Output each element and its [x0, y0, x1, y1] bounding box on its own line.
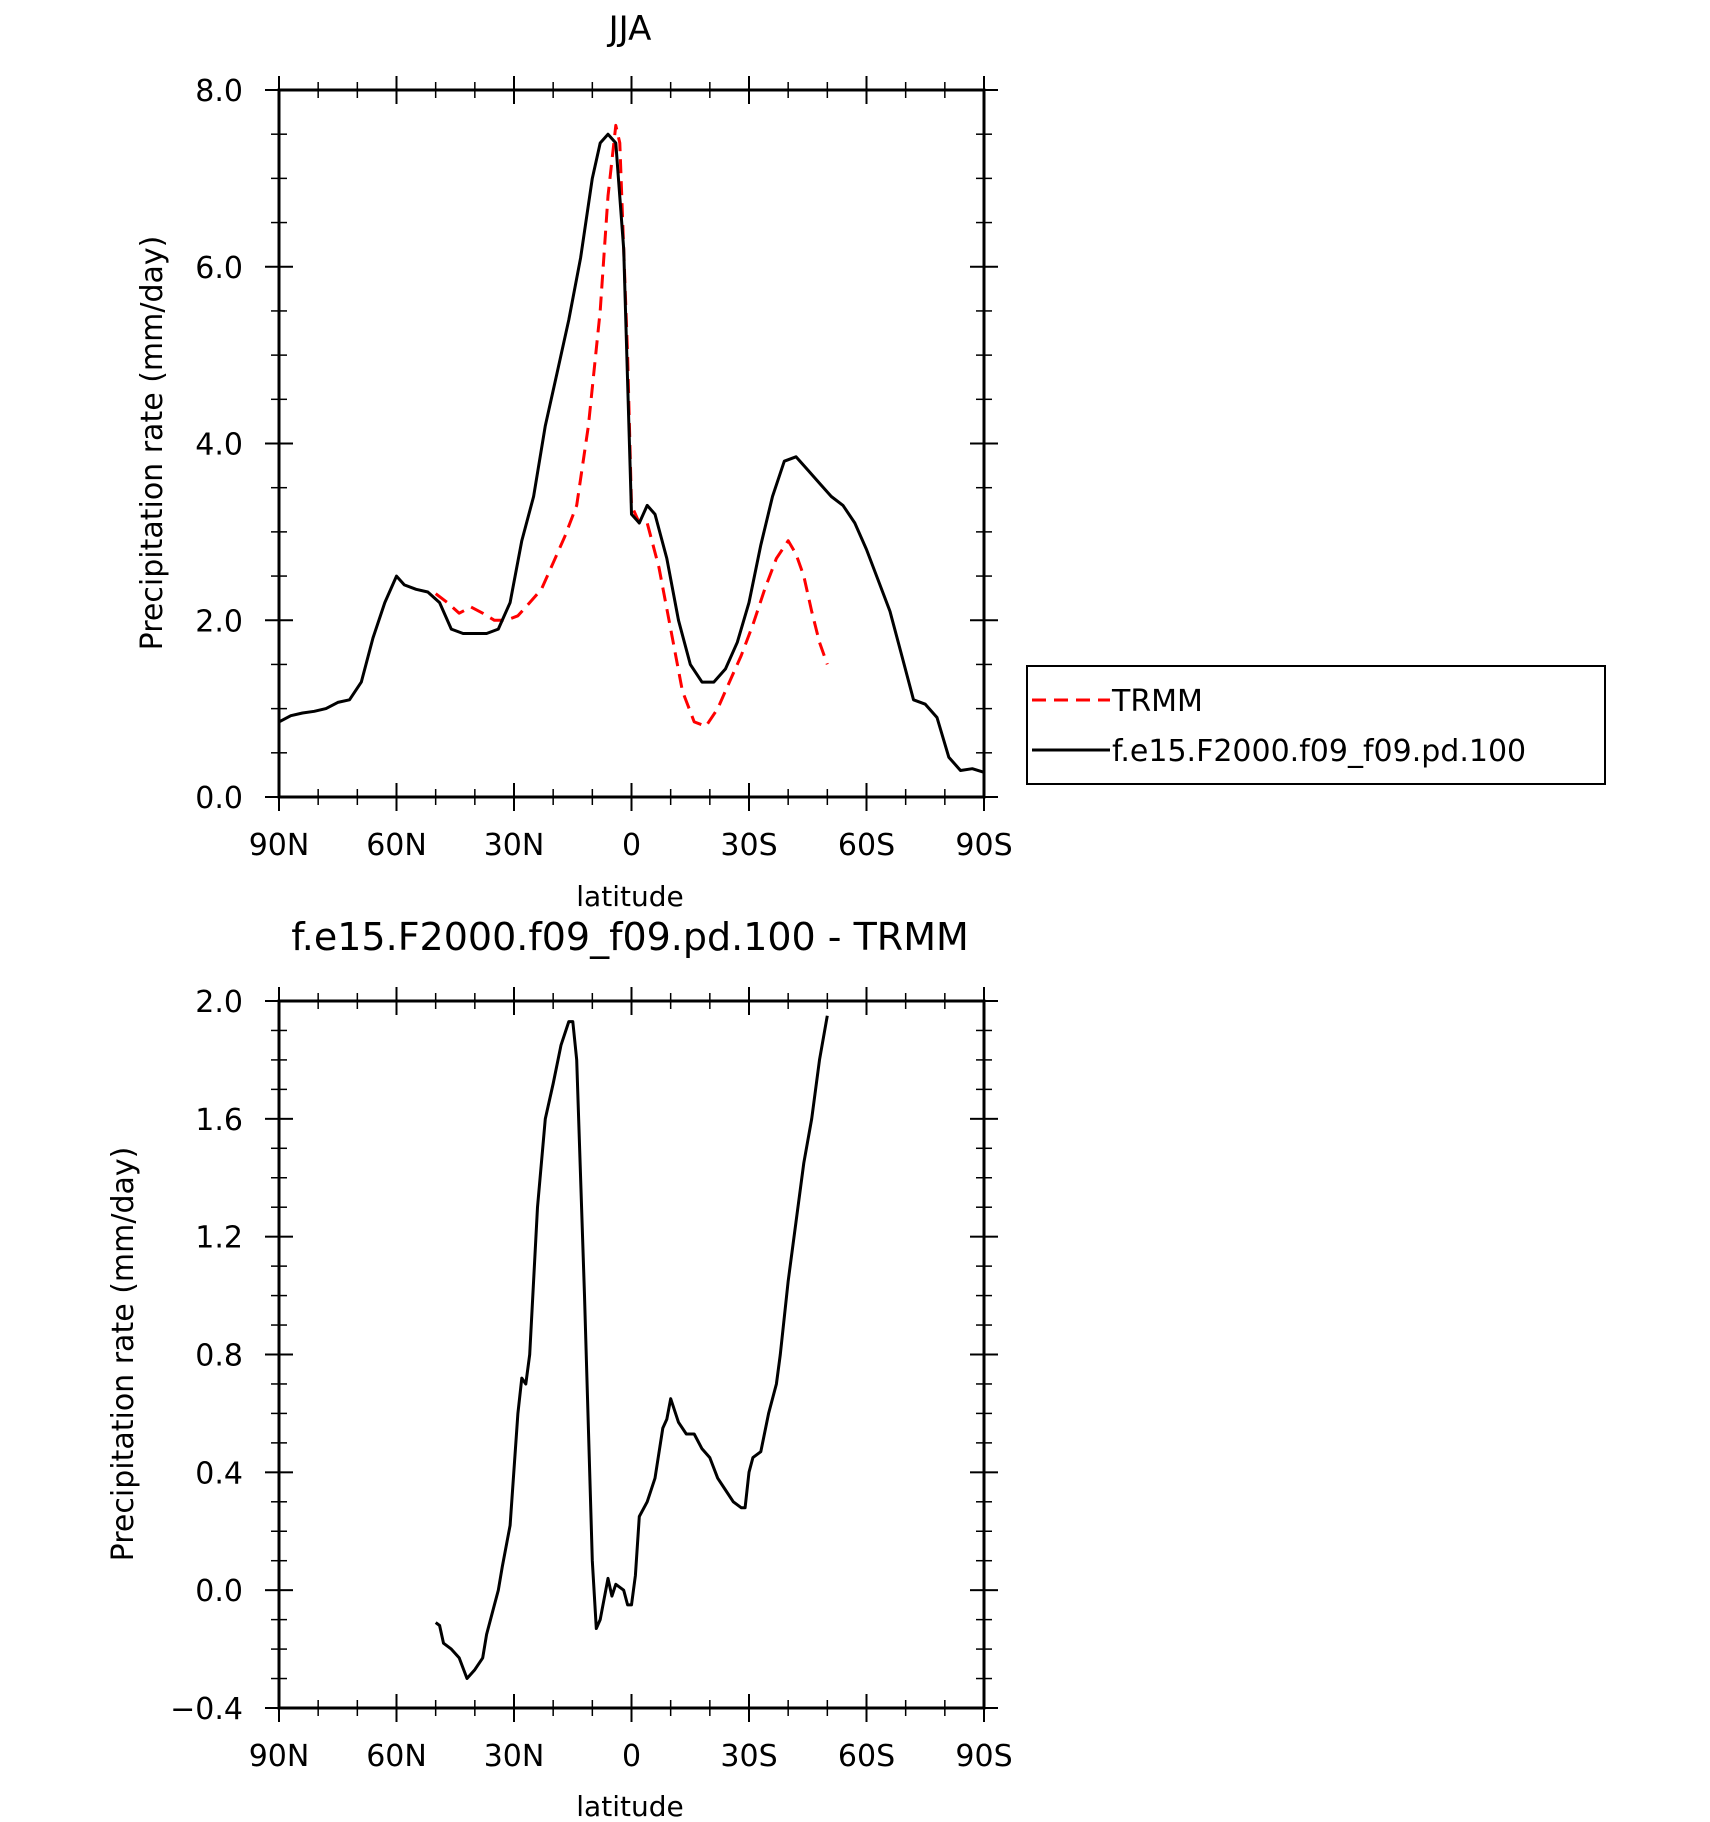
y-tick-label: 8.0 [195, 74, 243, 109]
y-axis-label: Precipitation rate (mm/day) [106, 1147, 141, 1562]
x-tick-label: 30N [484, 828, 545, 863]
series-lines [278, 123, 985, 774]
x-axis-label: latitude [576, 1790, 683, 1822]
y-tick-label: 1.6 [195, 1103, 243, 1138]
x-tick-label: 30N [484, 1739, 545, 1774]
y-axis-label: Precipitation rate (mm/day) [135, 236, 170, 651]
x-tick-label: 90N [249, 828, 310, 863]
x-tick-label: 60N [366, 828, 427, 863]
x-tick-label: 60N [366, 1739, 427, 1774]
x-tick-label: 60S [838, 828, 895, 863]
y-tick-label: 2.0 [195, 985, 243, 1020]
chart-title: JJA [607, 9, 652, 49]
series-lines [434, 1015, 829, 1680]
y-tick-label: 0.4 [195, 1456, 243, 1491]
difference-series-line [434, 1015, 829, 1680]
plot-frame [277, 999, 986, 1710]
y-tick-label: 4.0 [195, 428, 243, 463]
x-tick-label: 0 [622, 828, 641, 863]
y-tick-label: 1.2 [195, 1221, 243, 1256]
x-axis-label: latitude [576, 880, 683, 913]
chart-title: f.e15.F2000.f09_f09.pd.100 - TRMM [291, 915, 969, 959]
x-tick-label: 90S [955, 828, 1012, 863]
x-tick-labels: 90N 60N 30N 0 30S 60S 90S [249, 1739, 1013, 1774]
chart-model-minus-trmm-difference: f.e15.F2000.f09_f09.pd.100 - TRMM 90N 60N… [106, 915, 1013, 1822]
x-tick-label: 30S [720, 828, 777, 863]
x-tick-label: 30S [720, 1739, 777, 1774]
legend-label-model: f.e15.F2000.f09_f09.pd.100 [1112, 734, 1526, 769]
y-tick-label: 6.0 [195, 251, 243, 286]
x-tick-label: 90S [955, 1739, 1012, 1774]
x-tick-label: 60S [838, 1739, 895, 1774]
legend: TRMM f.e15.F2000.f09_f09.pd.100 [1026, 665, 1606, 785]
y-tick-label: −0.4 [170, 1692, 243, 1727]
y-tick-label: 0.8 [195, 1339, 243, 1374]
legend-box [1026, 665, 1606, 785]
x-tick-label: 90N [249, 1739, 310, 1774]
y-tick-label: 2.0 [195, 604, 243, 639]
plot-frame [277, 88, 986, 799]
series-line-f-e15-f2000-f09-f09-pd-100 [278, 132, 985, 774]
y-tick-label: 0.0 [195, 1574, 243, 1609]
x-tick-labels: 90N 60N 30N 0 30S 60S 90S [249, 828, 1013, 863]
x-tick-label: 0 [622, 1739, 641, 1774]
chart-jja-zonal-mean: JJA 90N 60N 30N 0 30S 60S 90S 0.02.04.06.08.0 … [135, 9, 1606, 913]
legend-label-trmm: TRMM [1111, 684, 1203, 719]
y-tick-label: 0.0 [195, 781, 243, 816]
y-tick-labels: −0.4 0.0 0.4 0.8 1.2 1.6 2.0 [170, 985, 243, 1727]
y-tick-labels: 0.0 2.0 4.0 6.0 8.0 [195, 74, 243, 816]
